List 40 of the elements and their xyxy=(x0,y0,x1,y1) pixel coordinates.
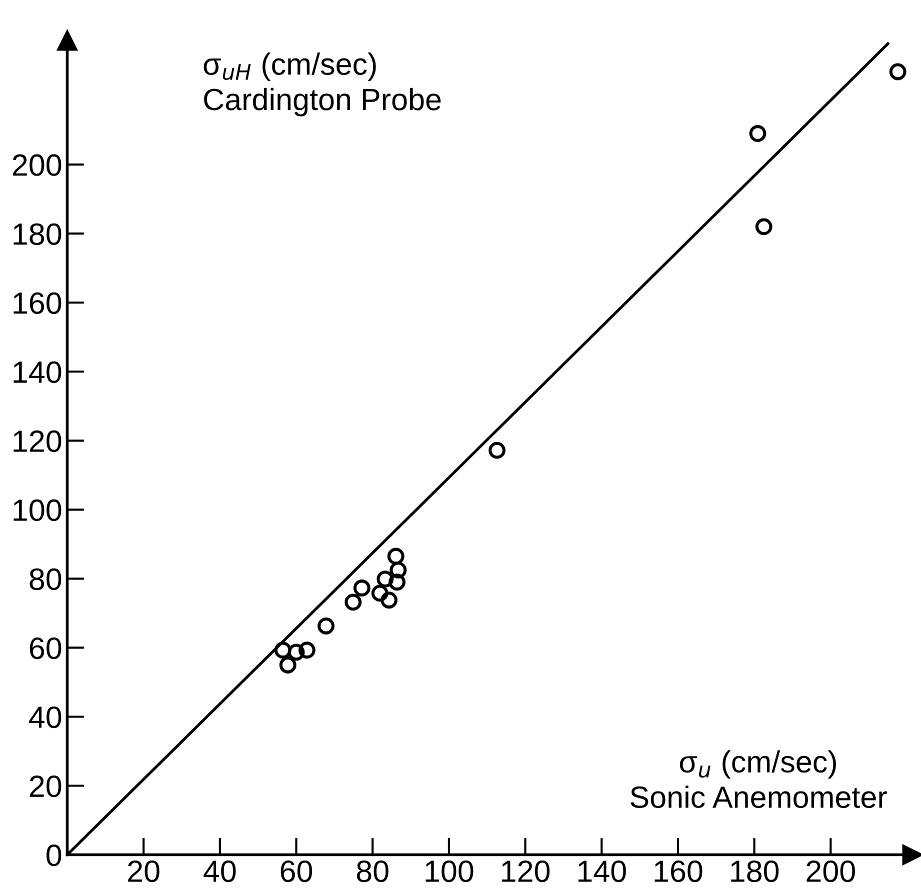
x-tick-label: 100 xyxy=(426,860,474,882)
x-tick-label: 80 xyxy=(356,860,388,882)
y-tick-label: 160 xyxy=(14,292,62,314)
y-tick-label: 60 xyxy=(30,637,62,660)
x-tick-label: 180 xyxy=(731,860,779,882)
x-tick-label: 40 xyxy=(204,860,236,882)
point xyxy=(344,594,362,611)
y-tick-label: 180 xyxy=(14,223,62,245)
point xyxy=(318,618,335,634)
y-tick-label: 0 xyxy=(46,844,62,866)
point xyxy=(390,562,407,579)
y-axis-title: σ$_{uH}$ (cm/sec) Cardington Probe xyxy=(204,52,441,116)
x-axis-title: σ$_{u}$ (cm/sec) Sonic Anemometer xyxy=(630,750,887,808)
point xyxy=(298,642,316,659)
point xyxy=(488,442,506,459)
point xyxy=(371,584,388,602)
point xyxy=(353,580,370,596)
x-tick-label: 20 xyxy=(128,860,160,882)
point xyxy=(279,656,296,674)
y-tick-label: 200 xyxy=(12,154,62,176)
point xyxy=(749,125,766,142)
point xyxy=(889,63,906,80)
x-tick-label: 160 xyxy=(654,860,702,882)
x-tick-label: 60 xyxy=(280,860,312,882)
x-tick-label: 120 xyxy=(502,860,550,882)
x-tick-label: 200 xyxy=(806,860,855,882)
y-tick-label: 140 xyxy=(14,361,62,383)
point xyxy=(288,644,305,661)
y-tick-label: 40 xyxy=(29,706,62,728)
y-tick-label: 80 xyxy=(30,568,62,590)
y-tick-label: 100 xyxy=(14,499,62,522)
y-tick-label: 120 xyxy=(14,430,62,452)
point xyxy=(274,642,292,659)
y-tick-label: 20 xyxy=(30,775,62,798)
point xyxy=(376,570,394,588)
point xyxy=(380,592,398,609)
point xyxy=(388,574,406,591)
point xyxy=(755,218,772,236)
x-tick-label: 140 xyxy=(578,860,626,882)
point xyxy=(387,548,404,565)
